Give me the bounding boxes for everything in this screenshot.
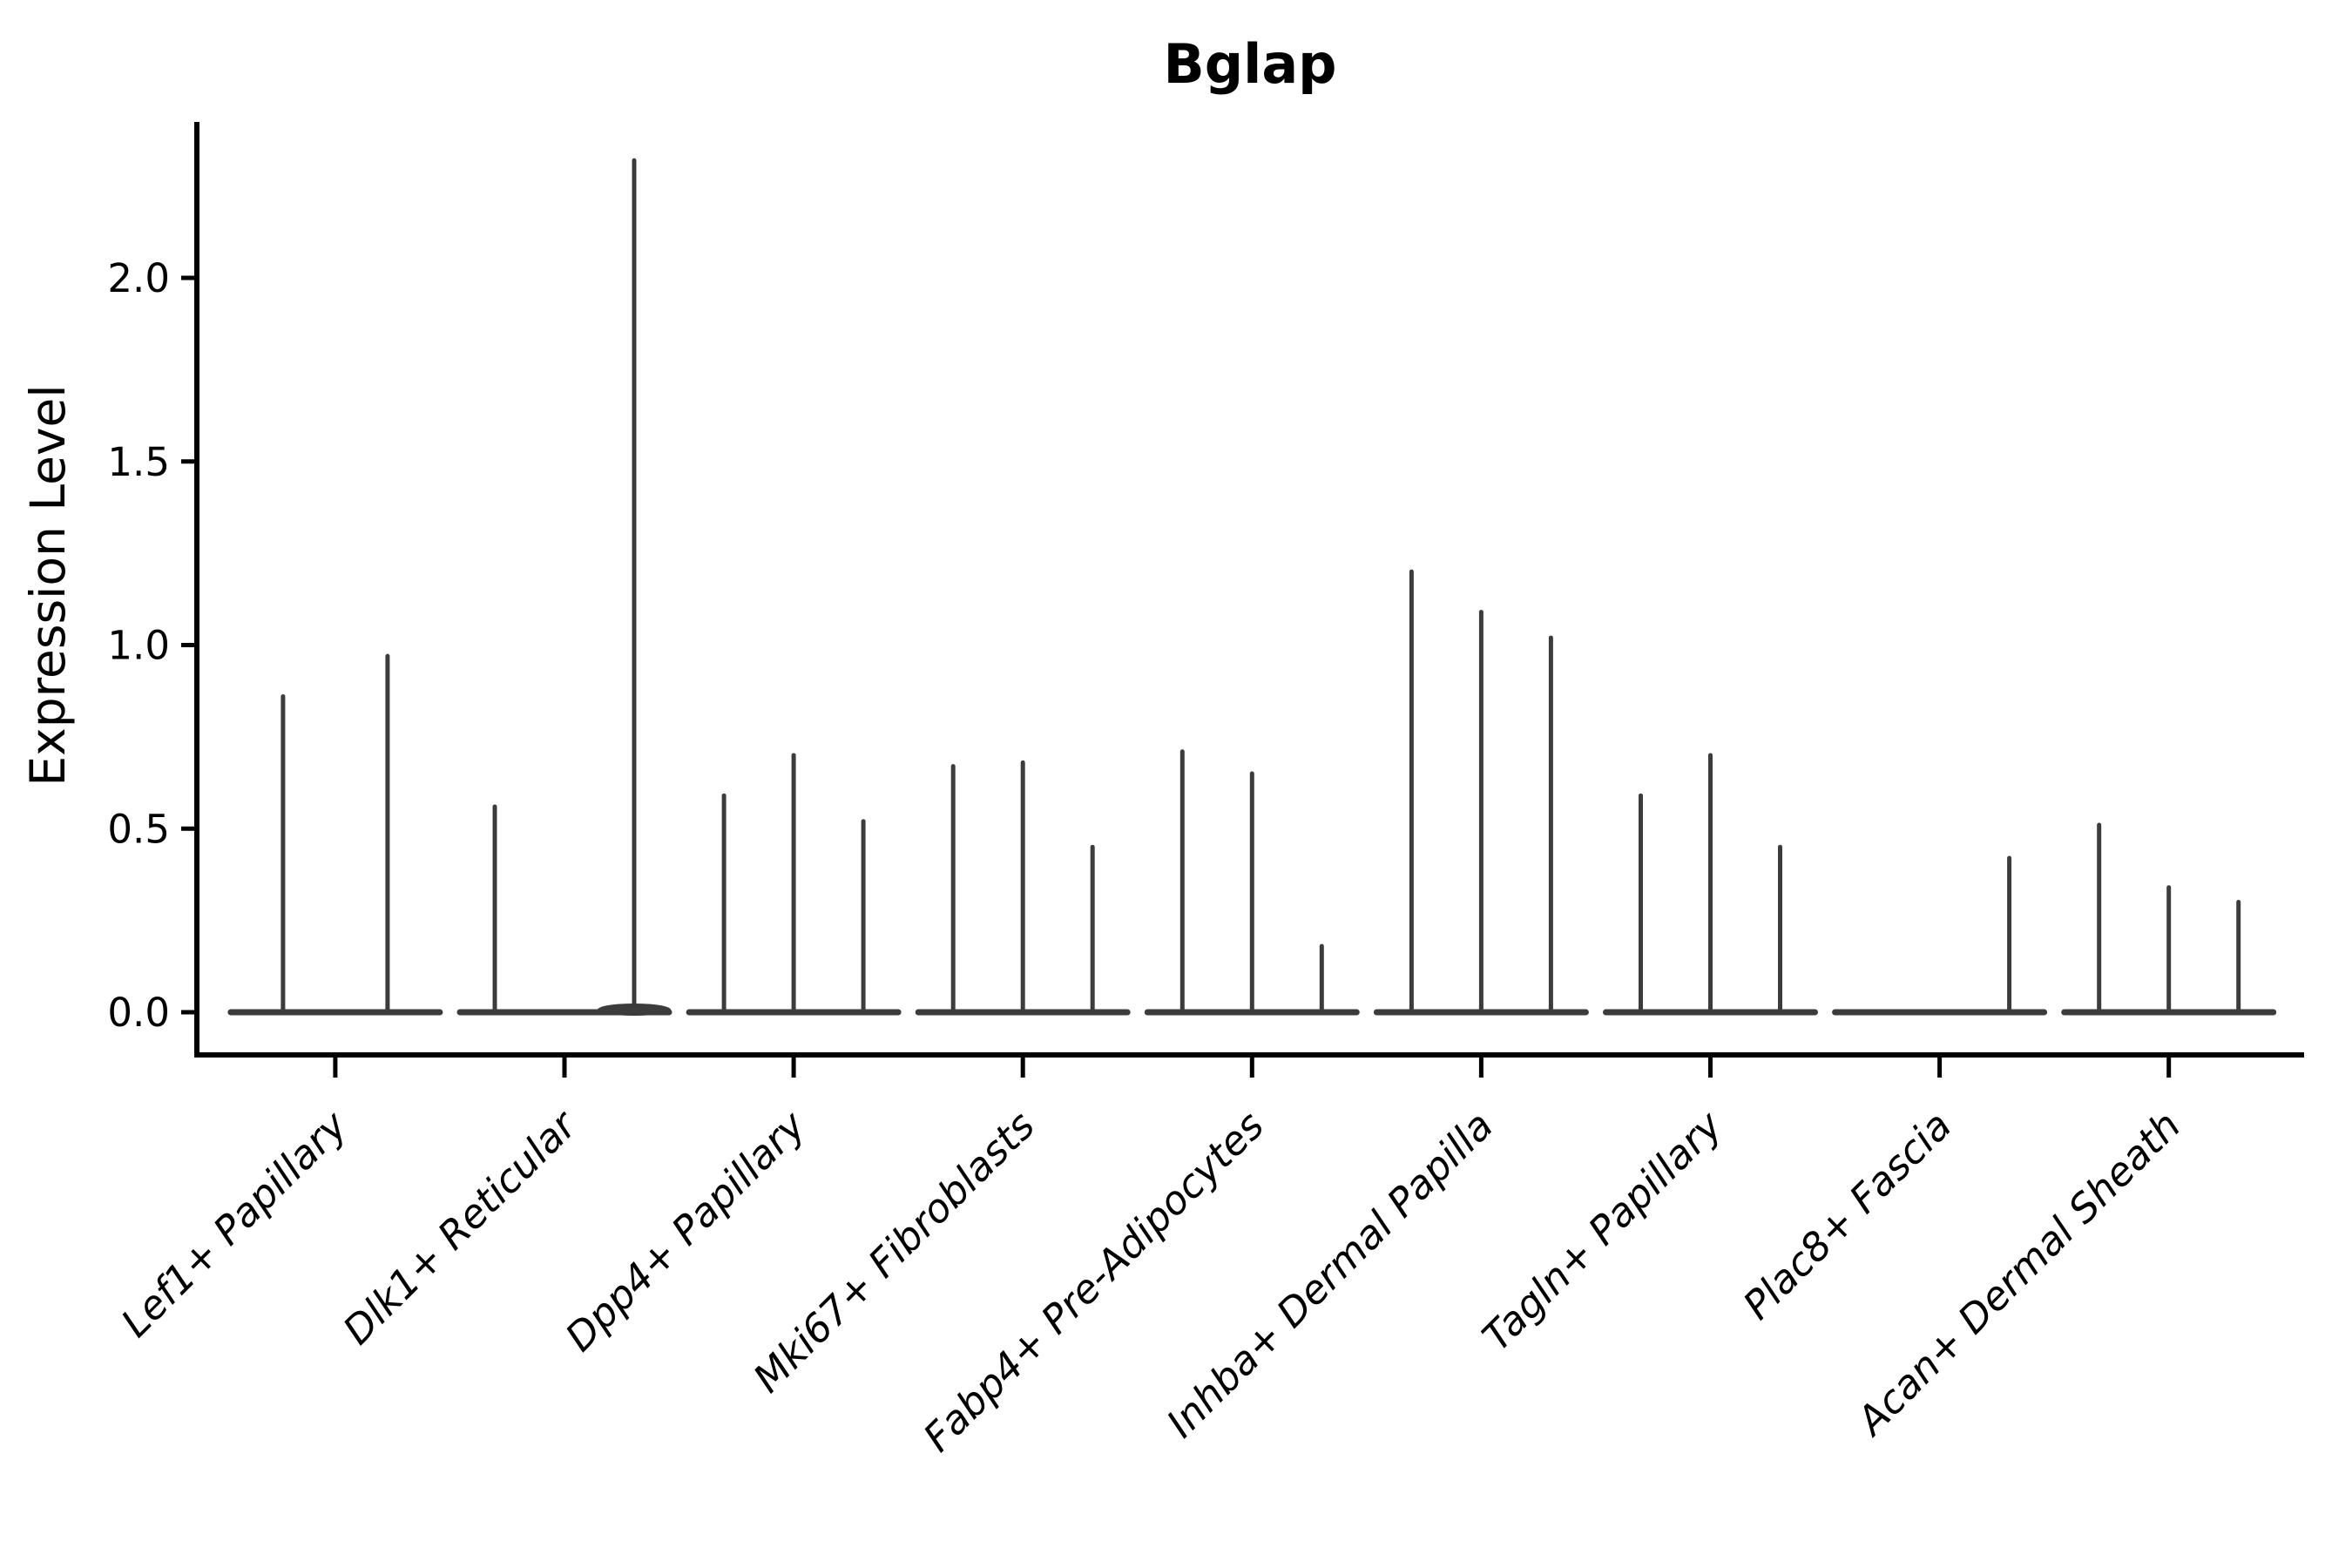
y-tick-label: 1.0 <box>107 623 170 669</box>
y-tick-label: 1.5 <box>107 439 170 485</box>
x-tick-label: Dlk1+ Reticular <box>334 1101 586 1354</box>
violin-series <box>227 158 2277 1016</box>
y-tick-label: 2.0 <box>107 255 170 301</box>
x-tick-label: Lef1+ Papillary <box>112 1101 357 1346</box>
chart-title: Bglap <box>1163 32 1336 96</box>
y-tick-label: 0.0 <box>107 990 170 1036</box>
y-axis-label: Expression Level <box>20 384 76 786</box>
y-axis-ticks: 0.0 0.5 1.0 1.5 2.0 <box>107 255 197 1036</box>
x-tick-label: Tagln+ Papillary <box>1473 1101 1732 1360</box>
y-tick-label: 0.5 <box>107 806 170 852</box>
x-tick-label: Plac8+ Fascia <box>1734 1102 1961 1328</box>
x-tick-label: Dpp4+ Papillary <box>557 1101 815 1360</box>
